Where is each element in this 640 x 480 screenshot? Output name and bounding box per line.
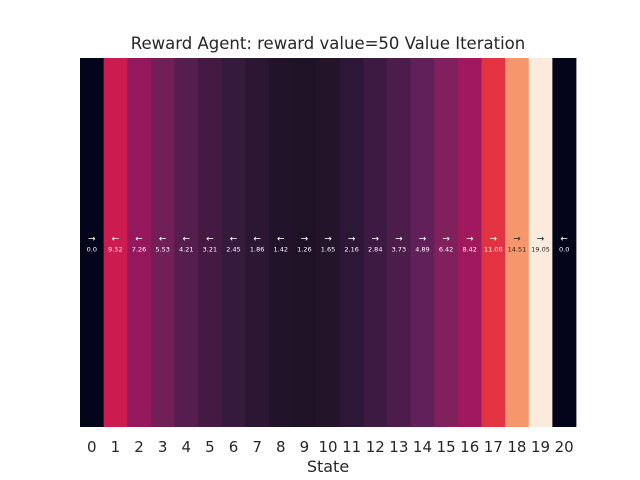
x-tick-label-20: 20	[555, 438, 574, 456]
cell-value-label-10: 1.65	[321, 246, 335, 254]
cell-value-label-1: 9.52	[108, 246, 122, 254]
chart-title: Reward Agent: reward value=50 Value Iter…	[131, 34, 525, 53]
heatmap-cell-10	[316, 58, 341, 427]
policy-arrow-1: ←	[112, 235, 120, 245]
heatmap-cell-5	[198, 58, 223, 427]
cell-value-label-19: 19.05	[531, 246, 550, 254]
cell-value-label-0: 0.0	[87, 246, 97, 254]
heatmap-cell-4	[174, 58, 199, 427]
heatmap-cells	[80, 58, 577, 427]
cell-value-label-4: 4.21	[179, 246, 193, 254]
x-tick-label-6: 6	[229, 438, 239, 456]
x-tick-label-19: 19	[531, 438, 550, 456]
heatmap-cell-3	[150, 58, 175, 427]
heatmap-cell-20	[552, 58, 577, 427]
x-tick-label-4: 4	[182, 438, 192, 456]
cell-value-label-12: 2.84	[368, 246, 382, 254]
heatmap-cell-2	[127, 58, 152, 427]
x-tick-label-7: 7	[252, 438, 262, 456]
policy-arrow-15: →	[442, 235, 450, 245]
heatmap-cell-9	[292, 58, 317, 427]
policy-arrow-8: ←	[277, 235, 285, 245]
policy-arrow-4: ←	[183, 235, 191, 245]
heatmap-annotations: →0.0←9.52←7.26←5.53←4.21←3.21←2.45←1.86←…	[87, 235, 570, 254]
x-tick-label-8: 8	[276, 438, 286, 456]
policy-arrow-10: →	[324, 235, 332, 245]
policy-arrow-6: ←	[230, 235, 238, 245]
heatmap-cell-17	[481, 58, 506, 427]
policy-arrow-14: →	[419, 235, 427, 245]
heatmap-cell-19	[528, 58, 553, 427]
heatmap-cell-7	[245, 58, 270, 427]
policy-arrow-0: →	[88, 235, 96, 245]
x-tick-label-18: 18	[507, 438, 526, 456]
cell-value-label-7: 1.86	[250, 246, 264, 254]
cell-value-label-13: 3.73	[392, 246, 406, 254]
cell-value-label-15: 6.42	[439, 246, 453, 254]
heatmap-cell-8	[268, 58, 293, 427]
policy-arrow-16: →	[466, 235, 474, 245]
policy-arrow-17: →	[490, 235, 498, 245]
heatmap-cell-13	[387, 58, 412, 427]
x-tick-label-14: 14	[413, 438, 432, 456]
policy-arrow-18: →	[513, 235, 521, 245]
policy-arrow-11: →	[348, 235, 356, 245]
x-tick-label-10: 10	[318, 438, 337, 456]
heatmap-cell-12	[363, 58, 388, 427]
policy-arrow-3: ←	[159, 235, 167, 245]
cell-value-label-8: 1.42	[274, 246, 288, 254]
policy-arrow-20: ←	[560, 235, 568, 245]
cell-value-label-9: 1.26	[297, 246, 311, 254]
x-axis-ticks: 0 1 2 3 4 5 6 7 8 9 10 11 12 13 14 15 16 17 18 19 20	[87, 438, 574, 456]
heatmap-cell-0	[80, 58, 105, 427]
x-tick-label-17: 17	[484, 438, 503, 456]
x-tick-label-15: 15	[437, 438, 456, 456]
cell-value-label-5: 3.21	[203, 246, 217, 254]
cell-value-label-11: 2.16	[344, 246, 358, 254]
heatmap-cell-14	[410, 58, 435, 427]
cell-value-label-18: 14.51	[508, 246, 527, 254]
cell-value-label-20: 0.0	[559, 246, 569, 254]
policy-arrow-9: →	[301, 235, 309, 245]
policy-arrow-5: ←	[206, 235, 214, 245]
x-tick-label-0: 0	[87, 438, 97, 456]
policy-arrow-12: →	[371, 235, 379, 245]
cell-value-label-3: 5.53	[155, 246, 169, 254]
x-tick-label-16: 16	[460, 438, 479, 456]
policy-arrow-13: →	[395, 235, 403, 245]
x-tick-label-12: 12	[366, 438, 385, 456]
x-tick-label-3: 3	[158, 438, 168, 456]
heatmap-cell-1	[103, 58, 128, 427]
x-tick-label-1: 1	[111, 438, 121, 456]
cell-value-label-17: 11.06	[484, 246, 503, 254]
heatmap-cell-11	[339, 58, 364, 427]
x-tick-label-9: 9	[300, 438, 310, 456]
policy-arrow-19: →	[537, 235, 545, 245]
heatmap-cell-18	[505, 58, 530, 427]
heatmap-cell-6	[221, 58, 246, 427]
cell-value-label-14: 4.89	[415, 246, 429, 254]
cell-value-label-6: 2.45	[226, 246, 240, 254]
x-tick-label-11: 11	[342, 438, 361, 456]
x-tick-label-5: 5	[205, 438, 215, 456]
cell-value-label-16: 8.42	[462, 246, 476, 254]
x-tick-label-2: 2	[134, 438, 144, 456]
heatmap-cell-16	[457, 58, 482, 427]
policy-arrow-7: ←	[253, 235, 261, 245]
cell-value-label-2: 7.26	[132, 246, 146, 254]
heatmap-cell-15	[434, 58, 459, 427]
policy-arrow-2: ←	[135, 235, 143, 245]
x-tick-label-13: 13	[389, 438, 408, 456]
x-axis-label: State	[307, 457, 349, 476]
